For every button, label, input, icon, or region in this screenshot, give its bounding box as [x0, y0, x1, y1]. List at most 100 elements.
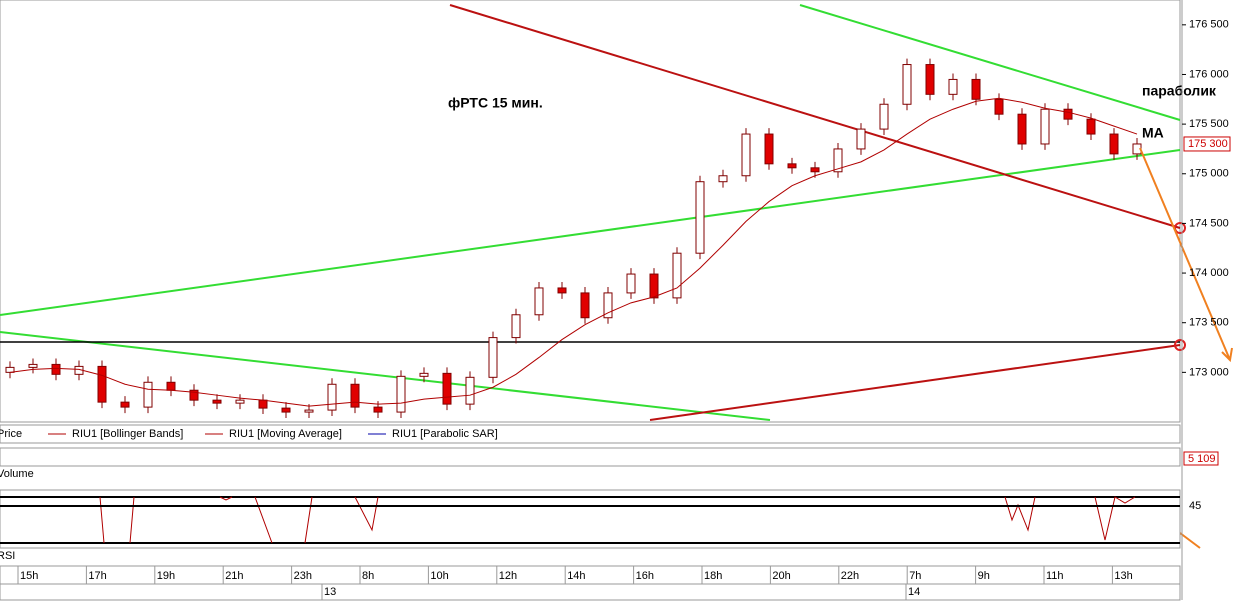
- candle-body: [396, 375, 406, 413]
- time-label: 8h: [362, 570, 374, 582]
- candle-body: [787, 163, 797, 169]
- anchor: [1174, 339, 1186, 351]
- y-tick-label: 176 000: [1189, 68, 1229, 80]
- arrow: [1139, 147, 1231, 361]
- time-label: 9h: [978, 570, 990, 582]
- time-label: 23h: [294, 570, 312, 582]
- y-tick-label: 175 500: [1189, 118, 1229, 130]
- time-label: 17h: [88, 570, 106, 582]
- time-label: 18h: [704, 570, 722, 582]
- trendline: [799, 4, 1181, 121]
- candle-body: [97, 365, 107, 403]
- candle-body: [465, 376, 475, 405]
- rsi-tick-label: 45: [1189, 500, 1201, 512]
- time-label: 13h: [1114, 570, 1132, 582]
- candle-body: [235, 399, 245, 404]
- y-tick-label: 173 000: [1189, 366, 1229, 378]
- y-tick-label: 174 000: [1189, 267, 1229, 279]
- time-label: 7h: [909, 570, 921, 582]
- time-label: 15h: [20, 570, 38, 582]
- date-label: 13: [324, 586, 336, 598]
- annotation: фРТС 15 мин.: [448, 95, 543, 111]
- candle-body: [1040, 108, 1050, 145]
- legend-label: RIU1 [Parabolic SAR]: [392, 428, 498, 440]
- volume-panel: [0, 447, 1181, 467]
- date-label: 14: [908, 586, 920, 598]
- candle-body: [511, 314, 521, 339]
- candle-body: [948, 78, 958, 95]
- candle-body: [557, 287, 567, 294]
- candle-body: [327, 383, 337, 411]
- time-label: 21h: [225, 570, 243, 582]
- candle-body: [258, 399, 268, 409]
- marks: [5, 58, 1142, 419]
- candle-body: [28, 363, 38, 368]
- volume-label: Volume: [0, 468, 34, 480]
- candle-body: [672, 252, 682, 299]
- time-label: 11h: [1046, 570, 1064, 582]
- candle-body: [649, 273, 659, 299]
- last-price-label: 175 300: [1188, 138, 1228, 150]
- candle-body: [350, 383, 360, 408]
- ma-line: [9, 97, 1138, 407]
- candle-body: [695, 181, 705, 254]
- arrow-head: [1221, 347, 1233, 363]
- candle-body: [304, 409, 314, 413]
- trendline: [649, 344, 1181, 421]
- annotation: MA: [1142, 125, 1164, 141]
- candle-body: [718, 175, 728, 183]
- candle-body: [810, 167, 820, 173]
- candle-body: [833, 148, 843, 173]
- candle-body: [212, 399, 222, 404]
- rsi-label: RSI: [0, 550, 15, 562]
- candle-body: [1063, 108, 1073, 120]
- candle-body: [603, 292, 613, 319]
- candle-body: [120, 401, 130, 408]
- candle-body: [442, 372, 452, 405]
- candle-body: [488, 337, 498, 378]
- trendline: [449, 4, 1181, 229]
- candle-body: [419, 372, 429, 377]
- legend-bar: [0, 424, 1181, 444]
- candle-body: [971, 78, 981, 100]
- y-tick-label: 173 500: [1189, 317, 1229, 329]
- legend-label: Price: [0, 428, 22, 440]
- time-label: 10h: [430, 570, 448, 582]
- candle-body: [166, 381, 176, 391]
- time-label: 14h: [567, 570, 585, 582]
- plot-frame: [0, 0, 1181, 423]
- candle-body: [189, 389, 199, 401]
- time-axis: [0, 565, 1181, 585]
- candle-body: [902, 64, 912, 105]
- candle-body: [1086, 118, 1096, 135]
- candle-body: [281, 407, 291, 413]
- trendline: [0, 331, 771, 421]
- legend-label: RIU1 [Moving Average]: [229, 428, 342, 440]
- candle-body: [580, 292, 590, 319]
- candle-body: [925, 64, 935, 95]
- volume-value: 5 109: [1188, 453, 1216, 465]
- time-label: 19h: [157, 570, 175, 582]
- candle-body: [994, 98, 1004, 115]
- candle-body: [1109, 133, 1119, 155]
- rsi-panel: [0, 489, 1181, 549]
- annotation: параболик: [1142, 83, 1217, 99]
- legend-label: RIU1 [Bollinger Bands]: [72, 428, 183, 440]
- time-label: 16h: [636, 570, 654, 582]
- candle-body: [373, 406, 383, 413]
- volume-box: [1183, 451, 1219, 466]
- trendline: [0, 149, 1181, 316]
- candle-body: [879, 103, 889, 130]
- y-tick-label: 175 000: [1189, 168, 1229, 180]
- candle-body: [741, 133, 751, 177]
- last-price-box: [1183, 136, 1231, 152]
- candle-body: [626, 273, 636, 294]
- candle-body: [534, 287, 544, 316]
- date-axis: [0, 583, 1181, 601]
- candle-body: [51, 363, 61, 375]
- candle-body: [1017, 113, 1027, 145]
- y-tick-label: 176 500: [1189, 19, 1229, 31]
- time-label: 22h: [841, 570, 859, 582]
- candle-body: [856, 128, 866, 150]
